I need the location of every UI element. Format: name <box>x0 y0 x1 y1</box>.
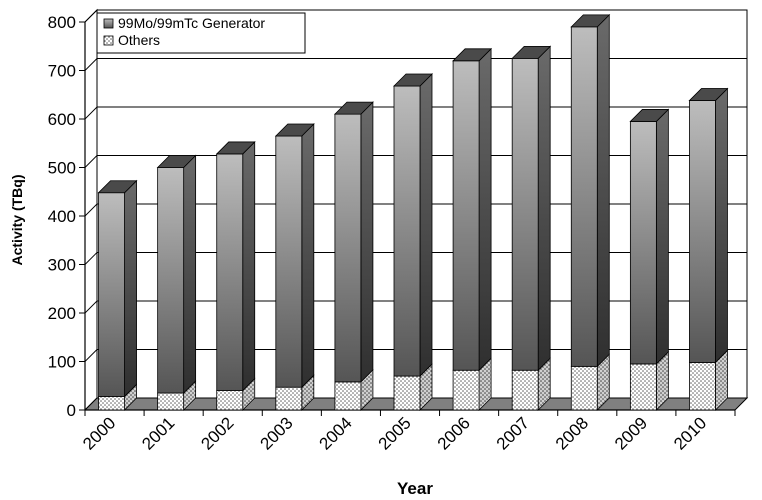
legend-swatch-others <box>103 35 114 46</box>
gridline-side <box>84 106 98 120</box>
bar-generator-2006 <box>452 47 493 372</box>
bar-others-2003 <box>275 374 315 411</box>
bar-others-2006 <box>452 357 492 411</box>
x-tick-label: 2005 <box>375 413 415 453</box>
y-tick-labels: 0 100 200 300 400 500 600 700 800 <box>48 13 76 420</box>
x-tick-label: 2008 <box>552 413 592 453</box>
y-tick-label: 700 <box>48 62 76 81</box>
bar-generator-2002 <box>215 140 256 392</box>
bar-others-2001 <box>157 380 197 411</box>
y-tick-label: 800 <box>48 13 76 32</box>
x-tick-label: 2004 <box>316 413 356 453</box>
legend-label-others: Others <box>118 32 160 48</box>
y-tick-label: 0 <box>67 401 76 420</box>
gridline-side <box>84 9 98 23</box>
x-tick-label: 2006 <box>434 413 474 453</box>
x-tick-label: 2000 <box>79 413 119 453</box>
bar-others-2004 <box>334 368 374 411</box>
bar-others-2009 <box>629 350 669 411</box>
y-tick-label: 300 <box>48 256 76 275</box>
bar-generator-2004 <box>333 101 374 383</box>
bars <box>97 13 729 411</box>
bar-generator-2007 <box>511 45 552 372</box>
gridline-side <box>84 252 98 265</box>
y-tick-label: 400 <box>48 207 76 226</box>
y-tick-label: 200 <box>48 304 76 323</box>
gridline-side <box>84 155 98 168</box>
legend: 99Mo/99mTc Generator Others <box>96 12 306 54</box>
x-tick-label: 2010 <box>670 413 710 453</box>
bar-generator-2008 <box>570 13 611 368</box>
gridline-side <box>84 58 98 71</box>
legend-swatch-generator <box>103 18 114 29</box>
bar-others-2010 <box>689 349 728 411</box>
bar-generator-2009 <box>629 108 670 365</box>
gridline-side <box>84 203 98 217</box>
gridline-side <box>84 349 98 362</box>
y-axis-label: Activity (TBq) <box>9 175 25 266</box>
bar-generator-2010 <box>688 87 729 364</box>
bar-others-2002 <box>216 377 256 411</box>
x-tick-label: 2001 <box>138 413 178 453</box>
y-tick-label: 100 <box>48 353 76 372</box>
bar-generator-2005 <box>393 73 433 378</box>
bar-others-2000 <box>98 383 137 411</box>
x-tick-label: 2002 <box>197 413 237 453</box>
y-tick-label: 600 <box>48 110 76 129</box>
bar-others-2007 <box>511 357 551 411</box>
bar-generator-2000 <box>97 179 138 398</box>
bar-generator-2003 <box>274 123 315 389</box>
x-tick-label: 2009 <box>611 413 651 453</box>
x-axis-label: Year <box>397 479 433 498</box>
x-tick-label: 2007 <box>493 413 533 453</box>
x-tick-label: 2003 <box>256 413 296 453</box>
legend-label-generator: 99Mo/99mTc Generator <box>118 15 265 31</box>
x-tick-labels: 2000 2001 2002 2003 2004 2005 2006 2007 2008 2009… <box>79 413 710 453</box>
legend-box <box>96 12 306 54</box>
y-tick-label: 500 <box>48 159 76 178</box>
bar-generator-2001 <box>156 154 197 394</box>
gridline-side <box>84 300 98 314</box>
